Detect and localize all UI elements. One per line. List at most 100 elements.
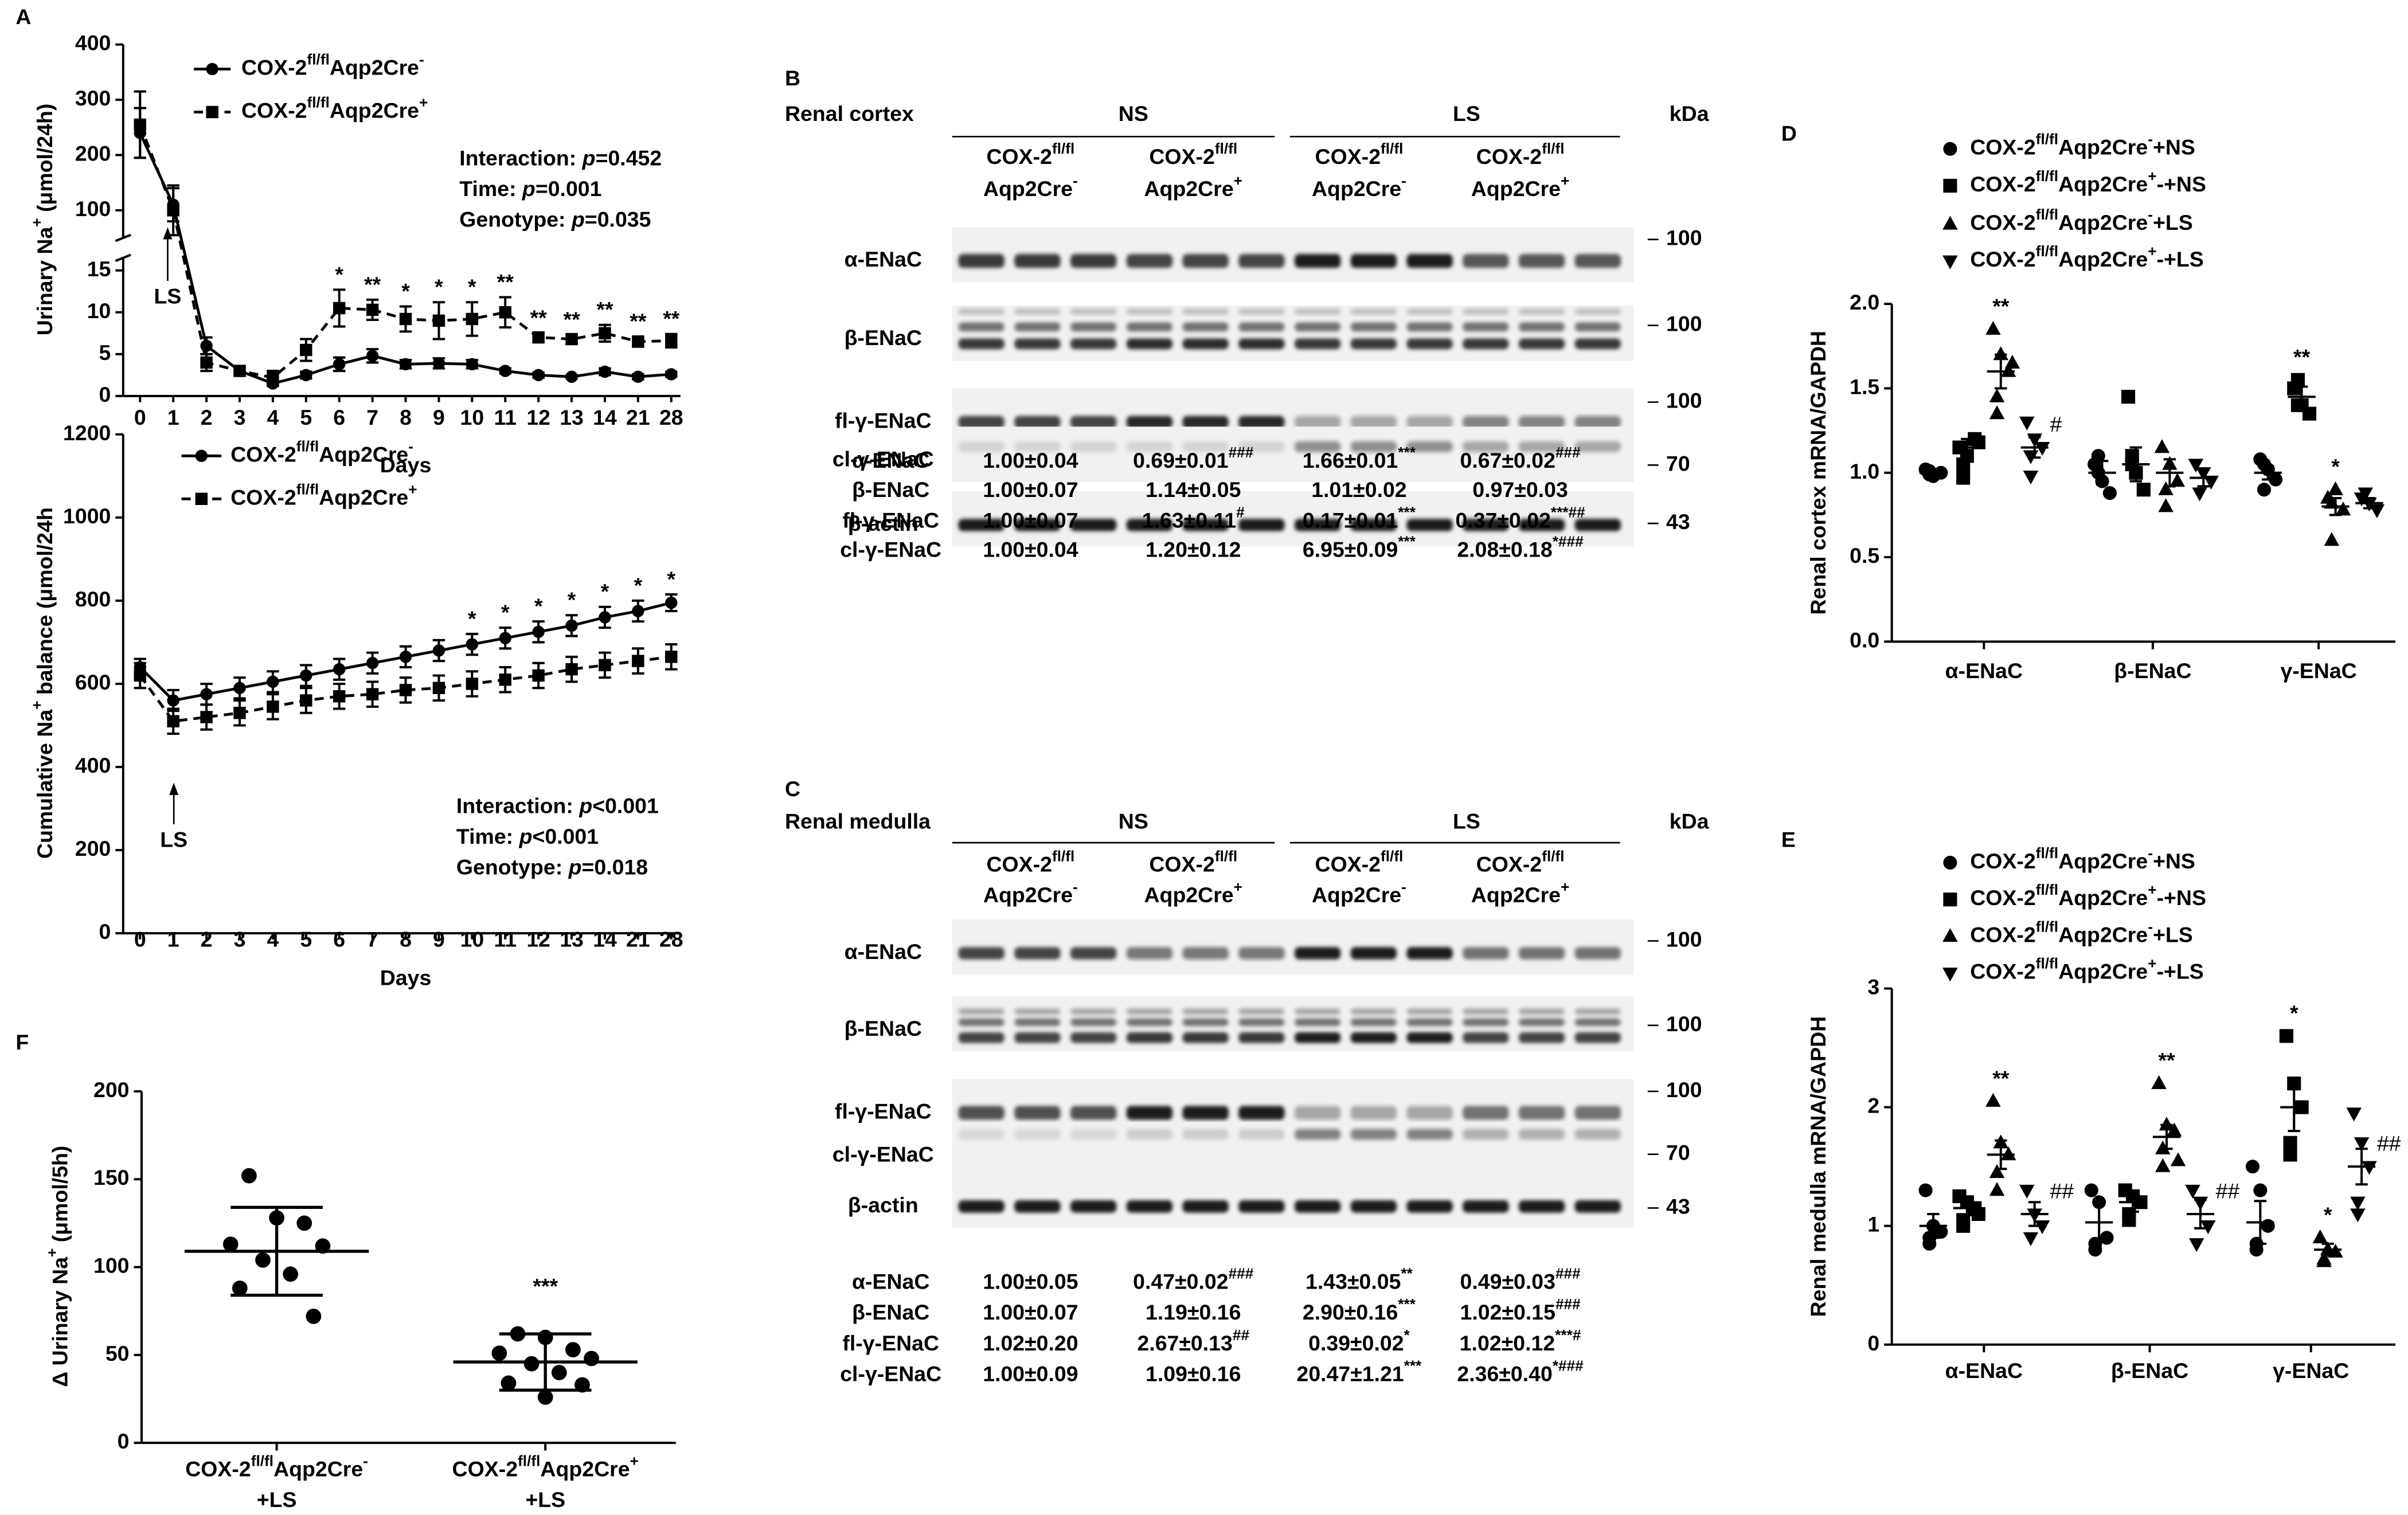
data-point	[2155, 1158, 2171, 1172]
blot-band	[1574, 1008, 1621, 1015]
row-label: β-ENaC	[845, 326, 922, 350]
significance-label: *	[2324, 1203, 2332, 1227]
data-point	[2000, 1146, 2016, 1161]
blot-band	[1126, 441, 1173, 452]
blot-band	[1518, 254, 1565, 268]
marker-label: 100	[1666, 388, 1702, 412]
legend-marker	[206, 62, 218, 76]
data-point	[233, 682, 246, 694]
blot-band	[1574, 441, 1621, 452]
quant-cell: 1.02±0.15###	[1460, 1295, 1581, 1324]
data-point	[296, 1215, 312, 1231]
y-tick-label: 0	[99, 382, 111, 406]
data-point	[255, 1252, 271, 1268]
error-bar	[2363, 496, 2376, 510]
marker-label: 100	[1666, 312, 1702, 336]
legend-label: COX-2fl/flAqp2Cre+-+NS	[1970, 881, 2206, 910]
lane-header: Aqp2Cre+	[1471, 878, 1569, 907]
data-point	[466, 358, 479, 371]
data-point	[333, 358, 346, 371]
quant-cell: 1.63±0.11#	[1142, 503, 1245, 532]
blot-band	[1238, 338, 1285, 350]
data-point	[599, 327, 611, 340]
data-point	[267, 675, 279, 688]
blot-band	[1126, 947, 1173, 960]
data-point	[2154, 439, 2170, 453]
blot-band	[1574, 1106, 1621, 1120]
blot-band	[1238, 1018, 1285, 1027]
group-label: LS	[1453, 101, 1480, 126]
data-point	[232, 1280, 248, 1296]
data-point	[2188, 1238, 2204, 1252]
significance-label: ##	[2216, 1179, 2240, 1203]
blot-band	[1406, 308, 1453, 315]
blot-band	[1294, 1018, 1341, 1027]
error-bar	[230, 1205, 323, 1297]
quant-cell: 1.19±0.16	[1146, 1300, 1241, 1324]
data-point	[134, 118, 146, 131]
x-tick-label: 5	[300, 405, 312, 429]
data-point	[2019, 416, 2035, 430]
x-tick-label: 11	[494, 405, 517, 429]
blot-band	[1350, 1106, 1397, 1120]
error-bar	[2093, 1203, 2105, 1242]
x-tick-label: 13	[560, 405, 584, 429]
blot-band	[1350, 254, 1397, 268]
blot-band	[958, 416, 1004, 429]
data-point	[2328, 481, 2343, 495]
significance-label: *	[468, 275, 476, 299]
group-label: NS	[1119, 809, 1148, 833]
data-point	[1993, 346, 2009, 361]
data-point	[200, 356, 213, 369]
quant-cell: 1.00±0.05	[983, 1270, 1078, 1294]
data-point	[565, 663, 578, 676]
quant-cell: 1.00±0.04	[983, 537, 1078, 561]
data-point	[499, 632, 511, 644]
group-label: NS	[1119, 101, 1148, 126]
significance-label: **	[563, 307, 580, 331]
blot-band	[1070, 1008, 1117, 1015]
data-point	[2000, 363, 2016, 377]
x-tick-note: +LS	[525, 1487, 565, 1512]
x-tick-label: 7	[366, 405, 378, 429]
significance-label: **	[364, 272, 381, 296]
error-bar	[2096, 460, 2109, 486]
data-point	[466, 638, 479, 651]
data-point	[565, 332, 578, 346]
significance-label: ##	[2377, 1132, 2401, 1156]
quant-cell: 2.90±0.16***	[1303, 1295, 1416, 1324]
blot-band	[1014, 416, 1061, 429]
quant-cell: 1.02±0.12***#	[1460, 1326, 1581, 1355]
data-point	[2091, 449, 2105, 463]
blot-band	[1238, 416, 1285, 429]
data-point	[501, 1375, 517, 1391]
blot-band	[1182, 1018, 1229, 1027]
blot-band	[1294, 308, 1341, 315]
marker-label: 70	[1666, 1141, 1690, 1165]
y-tick-label: 200	[75, 836, 111, 860]
data-point	[366, 688, 379, 700]
data-point	[2019, 1184, 2035, 1199]
legend-label: COX-2fl/flAqp2Cre+-+LS	[1970, 955, 2204, 984]
blot-band	[1518, 1200, 1565, 1213]
data-point	[2358, 487, 2374, 502]
blot-band	[1126, 1200, 1173, 1213]
data-point	[1971, 1207, 1986, 1222]
blot-band	[1070, 338, 1117, 350]
error-bar	[2262, 464, 2274, 481]
data-point	[665, 651, 678, 663]
data-point	[2257, 483, 2272, 497]
data-point	[432, 644, 445, 657]
y-tick-label: 0	[118, 1429, 130, 1453]
blot-band	[1574, 254, 1621, 268]
quant-cell: 1.14±0.05	[1146, 477, 1241, 502]
y-tick-label: 0.0	[1850, 628, 1879, 652]
data-point	[2088, 1243, 2102, 1257]
error-bar	[2028, 436, 2041, 459]
blot-band	[1350, 322, 1397, 332]
data-point	[532, 625, 545, 639]
data-point	[2167, 1122, 2182, 1137]
blot-band	[1294, 1008, 1341, 1015]
legend-label: COX-2fl/flAqp2Cre-+LS	[1970, 206, 2193, 234]
blot-band	[1463, 1106, 1509, 1120]
